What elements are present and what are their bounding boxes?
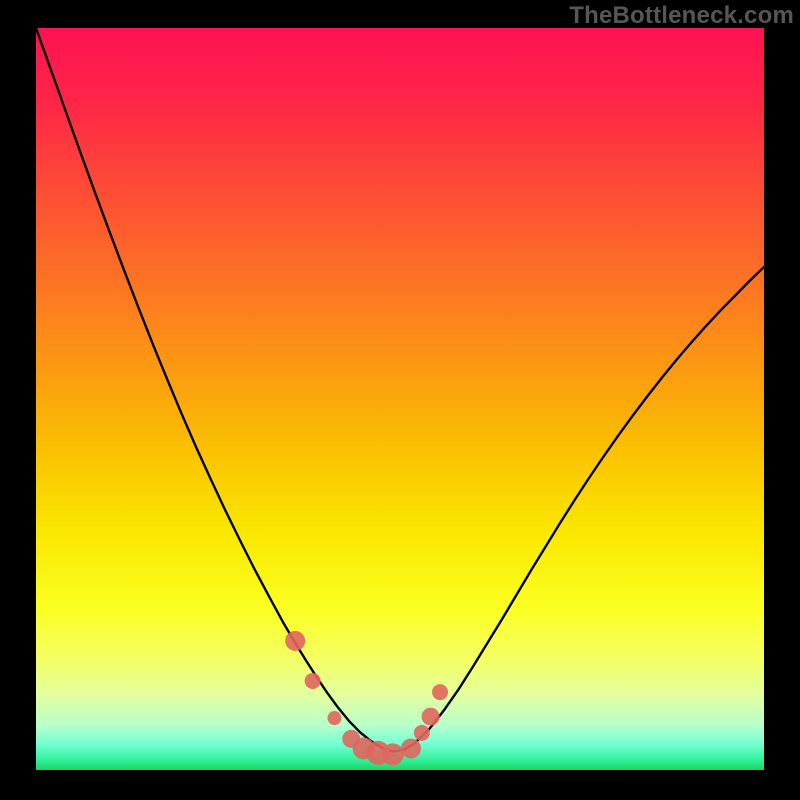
chart-plot-area — [36, 28, 764, 770]
sample-marker — [327, 711, 341, 725]
watermark-text: TheBottleneck.com — [569, 2, 794, 30]
bottleneck-chart — [36, 28, 764, 770]
sample-marker — [414, 725, 430, 741]
sample-marker — [285, 631, 305, 651]
chart-background-gradient — [36, 28, 764, 770]
sample-marker — [305, 673, 321, 689]
sample-marker — [422, 708, 440, 726]
sample-marker — [382, 743, 404, 765]
sample-marker — [432, 684, 448, 700]
sample-marker — [401, 738, 421, 758]
